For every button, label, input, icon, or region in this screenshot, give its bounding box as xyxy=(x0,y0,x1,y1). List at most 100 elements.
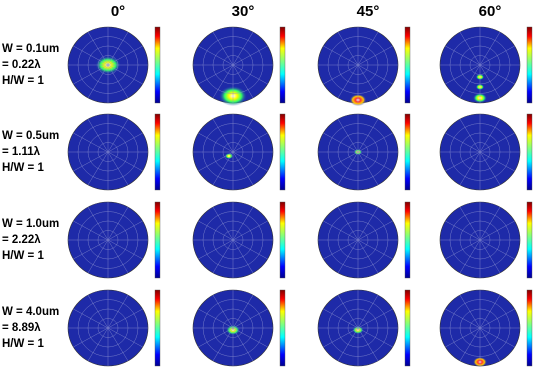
polar-spoke xyxy=(357,151,379,186)
polar-spoke xyxy=(87,31,109,66)
colorbar xyxy=(526,113,533,191)
polar-spoke xyxy=(107,118,129,153)
polar-spoke xyxy=(459,31,481,66)
colorbar xyxy=(279,201,286,279)
polar-spoke xyxy=(445,45,481,66)
polar-spoke xyxy=(337,239,359,274)
polar-spoke xyxy=(87,206,109,241)
colorbar xyxy=(526,289,533,367)
polar-spoke xyxy=(198,151,234,172)
polar-spoke xyxy=(337,294,359,329)
polar-spoke xyxy=(73,327,109,348)
colorbar xyxy=(154,289,161,367)
polar-spoke xyxy=(445,151,481,172)
polar-spoke xyxy=(459,294,481,329)
polar-spoke xyxy=(479,294,501,329)
polar-spoke xyxy=(337,327,359,362)
polar-spoke xyxy=(198,308,234,329)
polar-spoke xyxy=(232,45,268,66)
row-label: W = 0.5um xyxy=(2,130,59,142)
polar-spoke xyxy=(357,151,393,172)
polar-spoke xyxy=(212,206,234,241)
polar-spoke xyxy=(459,151,481,186)
polar-spoke xyxy=(107,308,143,329)
colorbar xyxy=(404,289,411,367)
polar-spoke xyxy=(107,64,143,85)
colorbar xyxy=(154,26,161,104)
polar-spoke xyxy=(107,151,129,186)
polar-spoke xyxy=(107,64,129,99)
polar-spoke xyxy=(479,132,515,153)
polar-spoke xyxy=(232,151,268,172)
polar-spoke xyxy=(357,31,379,66)
row-label: H/W = 1 xyxy=(2,162,44,174)
polar-spoke xyxy=(323,132,359,153)
polar-spoke xyxy=(212,239,234,274)
row-label: W = 0.1um xyxy=(2,43,59,55)
polar-spoke xyxy=(212,327,234,362)
polar-spoke xyxy=(107,327,129,362)
polar-spoke xyxy=(232,327,254,362)
polar-spoke xyxy=(107,239,129,274)
row-label: = 8.89λ xyxy=(2,322,41,334)
polar-spoke xyxy=(357,45,393,66)
polar-spoke xyxy=(357,206,379,241)
colorbar xyxy=(404,201,411,279)
polar-spoke xyxy=(198,327,234,348)
polar-spoke xyxy=(479,239,515,260)
polar-spoke xyxy=(479,220,515,241)
polar-spoke xyxy=(337,206,359,241)
polar-spoke xyxy=(357,308,393,329)
polar-spoke xyxy=(232,206,254,241)
polar-spoke xyxy=(107,294,129,329)
row-label: = 2.22λ xyxy=(2,234,41,246)
polar-spoke xyxy=(323,45,359,66)
polar-spoke xyxy=(232,327,268,348)
polar-spoke xyxy=(479,151,501,186)
column-header: 60° xyxy=(479,3,502,20)
polar-spoke xyxy=(232,132,268,153)
polar-spoke xyxy=(73,151,109,172)
polar-spoke xyxy=(107,151,143,172)
polar-spoke xyxy=(212,118,234,153)
polar-spoke xyxy=(357,239,393,260)
polar-spoke xyxy=(323,151,359,172)
polar-spoke xyxy=(479,327,515,348)
polar-spoke xyxy=(357,327,379,362)
colorbar xyxy=(526,26,533,104)
polar-spoke xyxy=(87,327,109,362)
polar-spoke xyxy=(232,239,268,260)
polar-spoke xyxy=(232,151,254,186)
polar-spoke xyxy=(212,151,234,186)
hot-spot xyxy=(224,153,234,159)
polar-spoke xyxy=(445,132,481,153)
polar-spoke xyxy=(357,294,379,329)
polar-spoke xyxy=(357,327,393,348)
polar-spoke xyxy=(337,118,359,153)
polar-spoke xyxy=(459,118,481,153)
row-label: H/W = 1 xyxy=(2,338,44,350)
polar-spoke xyxy=(212,294,234,329)
row-label: H/W = 1 xyxy=(2,75,44,87)
polar-spoke xyxy=(479,118,501,153)
polar-spoke xyxy=(337,64,359,99)
polar-spoke xyxy=(479,45,515,66)
row-label: H/W = 1 xyxy=(2,250,44,262)
polar-spoke xyxy=(479,151,515,172)
polar-spoke xyxy=(73,239,109,260)
polar-spoke xyxy=(198,239,234,260)
polar-spoke xyxy=(357,64,393,85)
column-header: 0° xyxy=(111,3,125,20)
polar-spoke xyxy=(323,327,359,348)
polar-spoke xyxy=(459,206,481,241)
polar-spoke xyxy=(479,64,515,85)
polar-spoke xyxy=(357,118,379,153)
polar-spoke xyxy=(198,45,234,66)
polar-spoke xyxy=(479,239,501,274)
colorbar xyxy=(526,201,533,279)
polar-spoke xyxy=(87,64,109,99)
polar-spoke xyxy=(232,118,254,153)
polar-spoke xyxy=(107,327,143,348)
